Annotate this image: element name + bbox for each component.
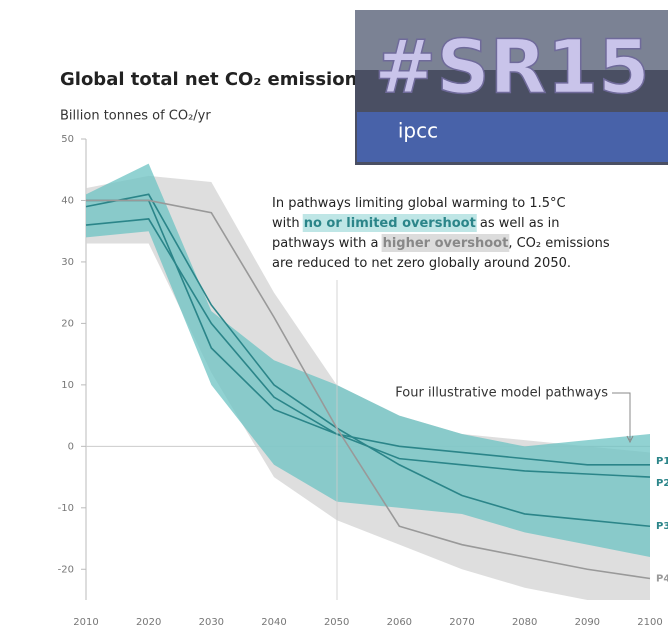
annotation-text: are reduced to net zero globally around … xyxy=(272,256,571,271)
annotation-line: pathways with a higher overshoot, CO₂ em… xyxy=(272,236,610,251)
annotation-text: higher overshoot xyxy=(383,236,509,251)
photo-sky xyxy=(355,10,668,70)
y-tick-label: 0 xyxy=(68,441,74,452)
x-tick-label: 2040 xyxy=(261,617,286,628)
annotation-text: , CO₂ emissions xyxy=(508,236,610,251)
annotation-highlight xyxy=(302,214,477,232)
y-tick-label: 10 xyxy=(61,380,74,391)
y-tick-label: 40 xyxy=(61,195,74,206)
band xyxy=(86,163,650,557)
annotation-line: with no or limited overshoot as well as … xyxy=(272,216,560,231)
series-line xyxy=(86,199,650,466)
photo-banner-shade xyxy=(357,112,668,162)
x-tick-label: 2070 xyxy=(449,617,474,628)
y-tick-label: 30 xyxy=(61,257,74,268)
x-tick-label: 2080 xyxy=(512,617,537,628)
x-tick-label: 2050 xyxy=(324,617,349,628)
annotation-text: with xyxy=(272,216,304,231)
y-tick-label: -20 xyxy=(58,564,74,575)
pathways-arrow xyxy=(612,392,631,440)
legend-label: P2 xyxy=(656,478,668,489)
annotation-text: pathways with a xyxy=(272,236,383,251)
series-line xyxy=(85,193,651,528)
y-tick-label: -10 xyxy=(58,503,74,514)
series-line xyxy=(86,199,651,580)
legend-label: P1 xyxy=(656,456,668,467)
photo-banner-text: ipcc xyxy=(398,119,438,143)
annotation-highlight xyxy=(381,234,510,252)
photo: #SR15 ipcc xyxy=(355,10,668,165)
chart-title: Global total net CO₂ emissions xyxy=(60,69,368,90)
annotation-text: as well as in xyxy=(476,216,560,231)
x-tick-label: 2060 xyxy=(387,617,412,628)
annotation-text: no or limited overshoot xyxy=(304,216,476,231)
pathways-arrow-head xyxy=(626,435,634,444)
photo-banner xyxy=(357,112,668,162)
x-tick-label: 2100 xyxy=(637,617,662,628)
y-tick-label: 20 xyxy=(61,318,74,329)
chart-subtitle: Billion tonnes of CO₂/yr xyxy=(60,109,211,124)
x-tick-label: 2010 xyxy=(73,617,98,628)
annotation-text: In pathways limiting global warming to 1… xyxy=(272,196,566,211)
annotation-line: are reduced to net zero globally around … xyxy=(272,256,571,271)
x-tick-label: 2030 xyxy=(199,617,224,628)
pathways-label: Four illustrative model pathways xyxy=(395,386,608,401)
legend-label: P3 xyxy=(656,521,668,532)
x-tick-label: 2020 xyxy=(136,617,161,628)
annotation-line: In pathways limiting global warming to 1… xyxy=(272,196,566,211)
y-tick-label: 50 xyxy=(61,134,74,145)
legend-label: P4 xyxy=(656,573,668,584)
x-tick-label: 2090 xyxy=(575,617,600,628)
photo-sign: #SR15 xyxy=(374,25,649,111)
